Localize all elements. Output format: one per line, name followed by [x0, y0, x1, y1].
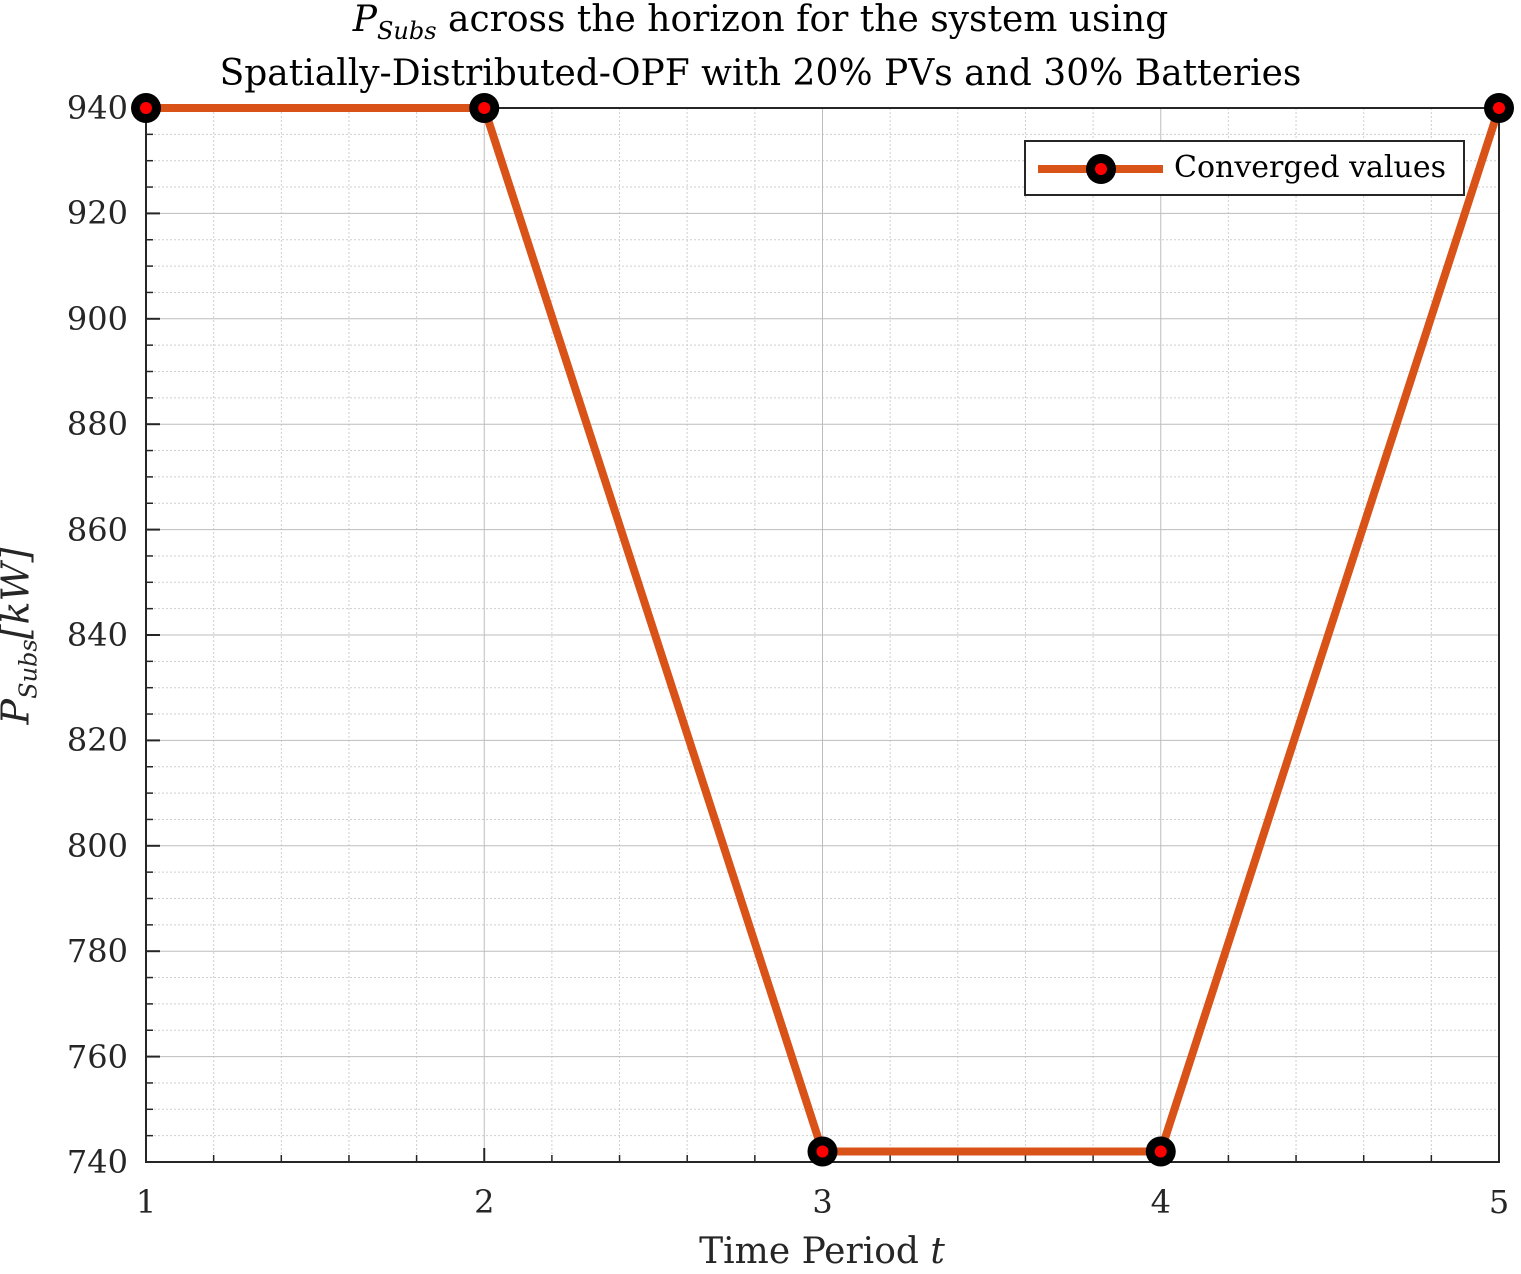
y-tick-label: 940	[66, 89, 128, 127]
y-tick-label: 860	[66, 510, 128, 549]
y-axis-symbol: P	[0, 699, 38, 725]
series-layer	[131, 93, 1514, 1167]
y-tick-label: 820	[66, 721, 128, 760]
y-axis-unit: [kW]	[0, 547, 38, 640]
major-grid	[145, 107, 1500, 1163]
y-tick-label: 740	[66, 1143, 128, 1181]
chart-title-line-2: Spatially-Distributed-OPF with 20% PVs a…	[219, 53, 1302, 94]
y-tick-label: 840	[66, 616, 128, 654]
x-axis-label-var: t	[930, 1231, 945, 1272]
y-tick-label: 900	[66, 299, 128, 338]
data-point	[131, 93, 161, 123]
data-point	[1484, 93, 1514, 123]
x-tick-label: 4	[1150, 1183, 1171, 1221]
y-axis-subscript: Subs	[14, 639, 43, 699]
data-point	[1145, 1136, 1176, 1167]
y-tick-label: 760	[66, 1037, 128, 1076]
data-point-marker-inner	[816, 1145, 829, 1158]
chart-title-line-1: PSubs across the horizon for the system …	[0, 0, 1521, 51]
legend-entry-label: Converged values	[1174, 150, 1446, 185]
y-tick-label: 920	[66, 194, 128, 233]
x-tick-label: 5	[1488, 1183, 1510, 1221]
y-tick-label: 880	[66, 405, 128, 444]
x-tick-label: 2	[474, 1183, 495, 1221]
data-point-marker-inner	[1493, 102, 1505, 114]
x-axis-label-text: Time Period	[699, 1231, 931, 1272]
x-tick-label: 1	[135, 1183, 157, 1221]
tick-marks	[145, 107, 1500, 1163]
data-point-marker-inner	[478, 102, 491, 114]
x-axis-label: Time Period t	[0, 1232, 1521, 1272]
legend: Converged values	[1024, 140, 1465, 196]
legend-marker-swatch	[1086, 154, 1116, 184]
y-tick-label: 800	[66, 826, 128, 865]
y-axis-label: PSubs[kW]	[0, 548, 49, 725]
title-symbol: P	[352, 0, 377, 40]
data-point-marker-inner	[140, 102, 152, 114]
x-tick-label: 3	[812, 1183, 833, 1221]
data-point	[469, 93, 500, 123]
data-point	[807, 1136, 838, 1167]
y-tick-label: 780	[66, 932, 128, 971]
title-rest: across the horizon for the system using	[436, 0, 1169, 40]
title-subscript: Subs	[376, 17, 437, 45]
data-point-marker-inner	[1154, 1145, 1167, 1158]
